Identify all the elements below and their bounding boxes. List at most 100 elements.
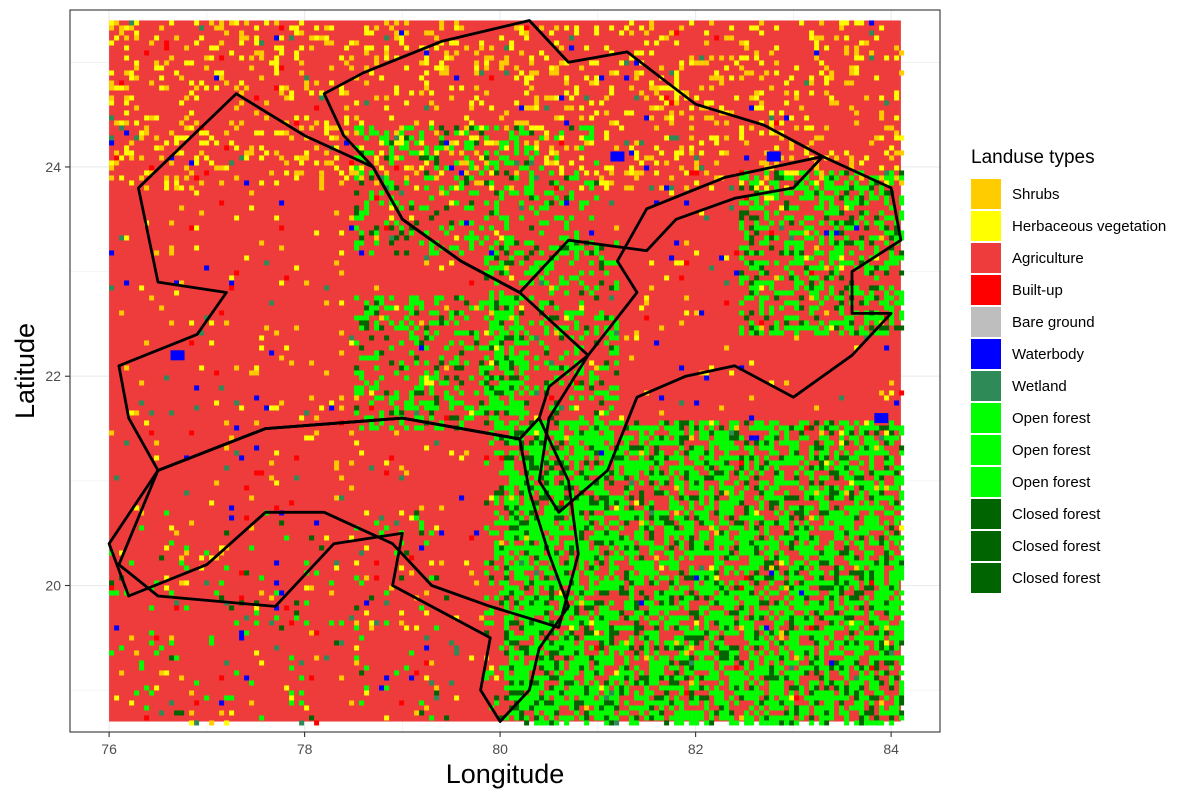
open-forest-cell	[379, 135, 385, 141]
open-forest-cell	[484, 375, 490, 381]
wetland-cell	[414, 410, 420, 416]
closed-forest-cell	[359, 235, 365, 241]
closed-forest-cell	[619, 455, 625, 461]
closed-forest-cell	[764, 440, 770, 446]
open-forest-cell	[559, 325, 565, 331]
open-forest-cell	[599, 585, 605, 591]
open-forest-cell	[494, 150, 500, 156]
closed-forest-cell	[484, 380, 490, 386]
herbaceous-cell	[269, 405, 275, 411]
open-forest-cell	[824, 435, 830, 441]
shrubs-cell	[279, 400, 285, 406]
herbaceous-cell	[404, 100, 410, 106]
open-forest-cell	[594, 325, 600, 331]
open-forest-cell	[564, 290, 570, 296]
open-forest-cell	[664, 440, 670, 446]
closed-forest-cell	[374, 300, 380, 306]
closed-forest-cell	[499, 435, 505, 441]
shrubs-cell	[709, 20, 715, 26]
closed-forest-cell	[839, 275, 845, 281]
herbaceous-cell	[234, 215, 240, 221]
waterbody-cell	[419, 345, 425, 351]
shrubs-cell	[219, 25, 225, 31]
herbaceous-cell	[124, 100, 130, 106]
closed-forest-cell	[294, 610, 300, 616]
open-forest-cell	[809, 590, 815, 596]
open-forest-cell	[469, 140, 475, 146]
closed-forest-cell	[384, 390, 390, 396]
herbaceous-cell	[844, 150, 850, 156]
open-forest-cell	[499, 420, 505, 426]
closed-forest-cell	[499, 390, 505, 396]
open-forest-cell	[489, 225, 495, 231]
herbaceous-cell	[524, 80, 530, 86]
open-forest-cell	[524, 360, 530, 366]
herbaceous-cell	[474, 95, 480, 101]
builtup-cell	[744, 195, 750, 201]
open-forest-cell	[889, 590, 895, 596]
open-forest-cell	[409, 200, 415, 206]
open-forest-cell	[714, 430, 720, 436]
herbaceous-cell	[394, 140, 400, 146]
shrubs-cell	[739, 40, 745, 46]
herbaceous-cell	[239, 40, 245, 46]
open-forest-cell	[619, 525, 625, 531]
herbaceous-cell	[534, 415, 540, 421]
open-forest-cell	[219, 580, 225, 586]
open-forest-cell	[504, 580, 510, 586]
waterbody-cell	[174, 280, 180, 286]
open-forest-cell	[694, 545, 700, 551]
open-forest-cell	[404, 140, 410, 146]
wetland-cell	[519, 560, 525, 566]
open-forest-cell	[824, 440, 830, 446]
herbaceous-cell	[279, 280, 285, 286]
open-forest-cell	[839, 250, 845, 256]
open-forest-cell	[509, 585, 515, 591]
open-forest-cell	[514, 585, 520, 591]
open-forest-cell	[559, 435, 565, 441]
shrubs-cell	[699, 85, 705, 91]
open-forest-cell	[899, 295, 905, 301]
open-forest-cell	[484, 345, 490, 351]
shrubs-cell	[389, 25, 395, 31]
closed-forest-cell	[354, 205, 360, 211]
herbaceous-cell	[729, 75, 735, 81]
open-forest-cell	[889, 230, 895, 236]
open-forest-cell	[494, 415, 500, 421]
builtup-cell	[279, 25, 285, 31]
open-forest-cell	[684, 535, 690, 541]
closed-forest-cell	[784, 205, 790, 211]
open-forest-cell	[774, 420, 780, 426]
shrubs-cell	[404, 20, 410, 26]
open-forest-cell	[839, 495, 845, 501]
open-forest-cell	[814, 560, 820, 566]
open-forest-cell	[554, 485, 560, 491]
herbaceous-cell	[519, 305, 525, 311]
shrubs-cell	[694, 160, 700, 166]
shrubs-cell	[644, 300, 650, 306]
open-forest-cell	[824, 595, 830, 601]
closed-forest-cell	[609, 285, 615, 291]
open-forest-cell	[884, 450, 890, 456]
open-forest-cell	[799, 485, 805, 491]
herbaceous-cell	[279, 130, 285, 136]
open-forest-cell	[899, 215, 905, 221]
shrubs-cell	[499, 60, 505, 66]
open-forest-cell	[469, 165, 475, 171]
herbaceous-cell	[429, 90, 435, 96]
open-forest-cell	[574, 385, 580, 391]
closed-forest-cell	[859, 200, 865, 206]
closed-forest-cell	[524, 255, 530, 261]
open-forest-cell	[369, 420, 375, 426]
herbaceous-cell	[769, 380, 775, 386]
closed-forest-cell	[719, 585, 725, 591]
shrubs-cell	[669, 110, 675, 116]
open-forest-cell	[609, 350, 615, 356]
open-forest-cell	[769, 490, 775, 496]
closed-forest-cell	[544, 350, 550, 356]
open-forest-cell	[634, 460, 640, 466]
shrubs-cell	[184, 550, 190, 556]
shrubs-cell	[524, 140, 530, 146]
open-forest-cell	[459, 220, 465, 226]
open-forest-cell	[889, 455, 895, 461]
